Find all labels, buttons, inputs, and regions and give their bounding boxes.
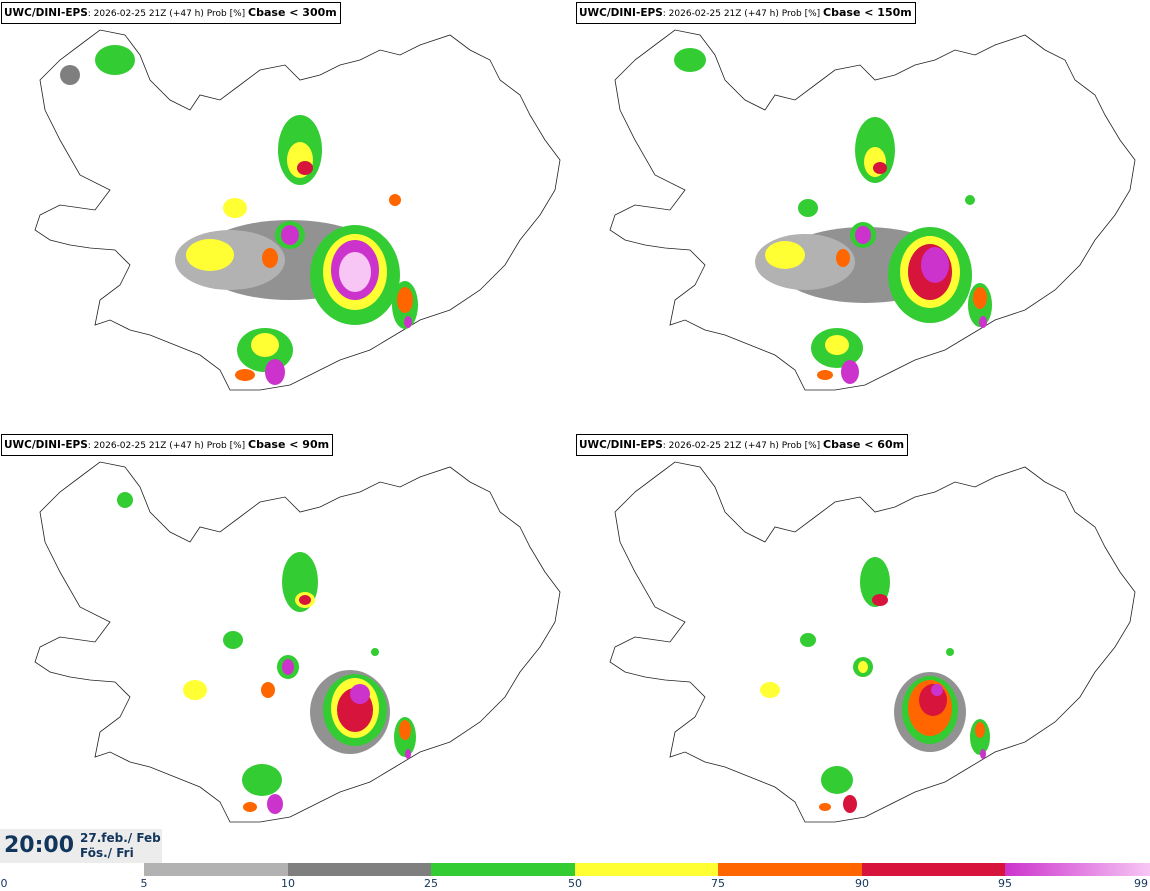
run-info: : 2026-02-25 21Z (+47 h) Prob [%] xyxy=(87,9,249,19)
colorbar-segment-25-50 xyxy=(431,863,575,876)
valid-time: 20:00 xyxy=(4,833,75,858)
map-panel-1: UWC/DINI-EPS: 2026-02-25 21Z (+47 h) Pro… xyxy=(0,0,575,432)
threshold-label: Cbase < 90m xyxy=(248,438,330,451)
model-name: UWC/DINI-EPS xyxy=(579,7,663,19)
threshold-label: Cbase < 150m xyxy=(823,6,912,19)
model-name: UWC/DINI-EPS xyxy=(4,7,88,19)
colorbar-segment-75-90 xyxy=(718,863,862,876)
probability-field xyxy=(117,492,416,814)
run-info: : 2026-02-25 21Z (+47 h) Prob [%] xyxy=(662,9,824,19)
map-panel-2: UWC/DINI-EPS: 2026-02-25 21Z (+47 h) Pro… xyxy=(575,0,1150,432)
colorbar-tick: 95 xyxy=(998,877,1012,890)
colorbar-tick: 10 xyxy=(281,877,295,890)
panel-title: UWC/DINI-EPS: 2026-02-25 21Z (+47 h) Pro… xyxy=(1,434,334,456)
run-info: : 2026-02-25 21Z (+47 h) Prob [%] xyxy=(87,441,249,451)
colorbar-tick: 5 xyxy=(140,877,148,890)
colorbar-tick: 50 xyxy=(568,877,582,890)
colorbar-segment-90-95 xyxy=(862,863,1005,876)
map-canvas xyxy=(609,29,1136,391)
colorbar-segment-10-25 xyxy=(288,863,431,876)
colorbar-tick: 99 xyxy=(1134,877,1148,890)
panel-title: UWC/DINI-EPS: 2026-02-25 21Z (+47 h) Pro… xyxy=(576,2,916,24)
map-canvas xyxy=(34,29,561,391)
colorbar-segment-5-10 xyxy=(144,863,288,876)
probability-field xyxy=(760,557,990,813)
colorbar-tick: 75 xyxy=(711,877,725,890)
colorbar-segment-50-75 xyxy=(575,863,718,876)
colorbar xyxy=(144,863,1150,876)
panel-title: UWC/DINI-EPS: 2026-02-25 21Z (+47 h) Pro… xyxy=(1,2,341,24)
threshold-label: Cbase < 60m xyxy=(823,438,905,451)
colorbar-segment-95-99 xyxy=(1005,863,1150,876)
panel-title: UWC/DINI-EPS: 2026-02-25 21Z (+47 h) Pro… xyxy=(576,434,909,456)
probability-field xyxy=(60,45,418,385)
valid-time-box: 20:00 27.feb./ Feb Fös./ Fri xyxy=(0,829,162,863)
valid-date: 27.feb./ Feb xyxy=(80,831,161,845)
probability-field xyxy=(674,48,992,384)
run-info: : 2026-02-25 21Z (+47 h) Prob [%] xyxy=(662,441,824,451)
model-name: UWC/DINI-EPS xyxy=(4,439,88,451)
valid-day: Fös./ Fri xyxy=(80,846,134,860)
model-name: UWC/DINI-EPS xyxy=(579,439,663,451)
map-panel-3: UWC/DINI-EPS: 2026-02-25 21Z (+47 h) Pro… xyxy=(0,432,575,864)
map-canvas xyxy=(34,461,561,823)
map-panel-4: UWC/DINI-EPS: 2026-02-25 21Z (+47 h) Pro… xyxy=(575,432,1150,864)
colorbar-tick: 90 xyxy=(855,877,869,890)
threshold-label: Cbase < 300m xyxy=(248,6,337,19)
map-canvas xyxy=(609,461,1136,823)
colorbar-tick: 0 xyxy=(0,877,8,890)
colorbar-tick: 25 xyxy=(424,877,438,890)
